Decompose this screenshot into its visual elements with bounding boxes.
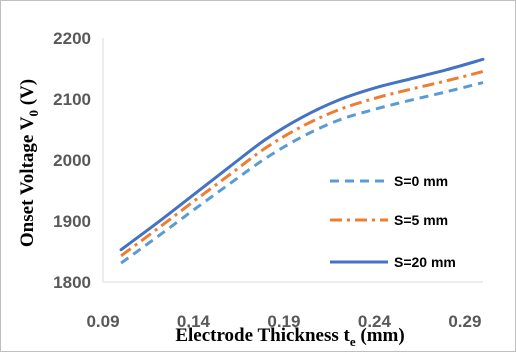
y-tick-label: 2200 bbox=[53, 29, 91, 48]
y-tick-labels: 1800 1900 2000 2100 2200 bbox=[53, 29, 91, 292]
y-tick-label: 1800 bbox=[53, 273, 91, 292]
x-axis-title-unit: (mm) bbox=[356, 325, 405, 346]
x-axis-title-subscript: e bbox=[350, 334, 356, 349]
y-tick-label: 2000 bbox=[53, 151, 91, 170]
y-tick-label: 1900 bbox=[53, 212, 91, 231]
series-line-3 bbox=[119, 57, 485, 252]
series-line-1 bbox=[120, 81, 484, 265]
x-tick-label: 0.14 bbox=[177, 312, 211, 331]
series-line-2 bbox=[120, 70, 484, 257]
y-axis-title-subscript: 0 bbox=[26, 110, 41, 117]
x-tick-label: 0.19 bbox=[267, 312, 300, 331]
y-tick-label: 2100 bbox=[53, 90, 91, 109]
y-axis-title: Onset Voltage V0 (V) bbox=[17, 79, 41, 247]
legend-label: S=5 mm bbox=[394, 212, 448, 228]
x-tick-labels: 0.09 0.14 0.19 0.24 0.29 bbox=[86, 312, 481, 331]
chart-axes bbox=[102, 38, 483, 283]
legend-label: S=0 mm bbox=[394, 173, 448, 189]
legend-label: S=20 mm bbox=[394, 254, 456, 270]
y-axis-title-unit: (V) bbox=[17, 79, 38, 110]
x-tick-label: 0.09 bbox=[86, 312, 119, 331]
x-tick-label: 0.29 bbox=[448, 312, 481, 331]
x-tick-label: 0.24 bbox=[358, 312, 392, 331]
series-lines bbox=[119, 57, 485, 265]
legend: S=0 mm S=5 mm S=20 mm bbox=[330, 173, 456, 270]
x-axis-title: Electrode Thickness te (mm) bbox=[175, 325, 404, 349]
